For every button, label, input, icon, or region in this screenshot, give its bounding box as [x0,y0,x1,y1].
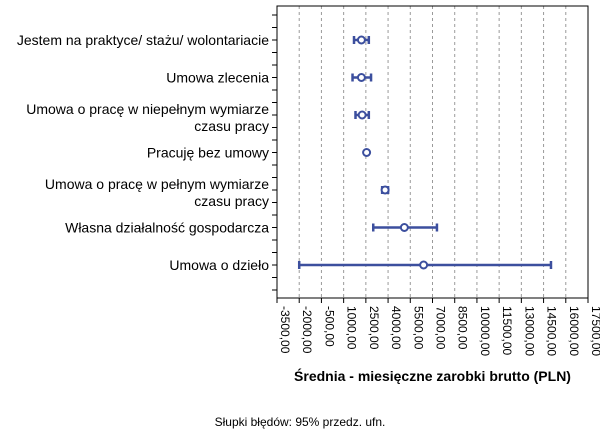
x-tick-label: -500,00 [322,306,336,347]
x-axis-title: Średnia - miesięczne zarobki brutto (PLN… [294,367,571,384]
x-tick-label: 10000,00 [478,306,492,356]
x-tick-label: 11500,00 [500,306,514,355]
error-bars [297,35,553,270]
x-tick-label: 17500,00 [589,306,600,356]
x-tick-label: 2500,00 [367,306,381,350]
mean-marker [362,148,372,157]
x-tick-label: -3500,00 [278,306,292,354]
x-tick-label: 8500,00 [456,306,470,350]
mean-marker [356,35,366,45]
category-label-line: czasu pracy [194,193,269,209]
mean-marker [419,260,429,270]
category-label-line: Umowa o pracę w pełnym wymiarze [45,176,269,192]
x-tick-label: 13000,00 [522,306,536,356]
x-tick-label: 14500,00 [545,306,559,356]
category-label: Umowa zlecenia [166,70,269,86]
grid-lines [298,6,589,298]
x-ticks: -3500,00 -2000,00 -500,00 1000,00 2500,00 400… [276,298,600,356]
x-tick-label: -2000,00 [300,306,314,354]
category-label-line: Umowa zlecenia [166,70,269,86]
x-tick-label: 5500,00 [411,306,425,350]
x-tick-label: 16000,00 [567,306,581,356]
x-tick-label: 1000,00 [345,306,359,350]
footnote: Słupki błędów: 95% przedz. ufn. [214,415,386,429]
category-label-line: Pracuję bez umowy [147,145,269,161]
category-labels: Jestem na praktyce/ stażu/ wolontariacie… [17,32,269,273]
mean-marker [380,185,390,195]
category-label-line: Umowa o pracę w niepełnym wymiarze [26,101,269,117]
mean-marker [356,73,366,82]
category-label: Umowa o pracę w pełnym wymiarze czasu pra… [45,176,269,209]
category-label: Umowa o pracę w niepełnym wymiarze czasu … [26,101,269,134]
category-label: Jestem na praktyce/ stażu/ wolontariacie [17,32,269,48]
y-ticks [272,14,277,291]
category-label-line: Jestem na praktyce/ stażu/ wolontariacie [17,32,269,48]
mean-marker [357,110,367,120]
mean-marker [399,223,409,232]
x-tick-label: 7000,00 [434,306,448,350]
category-label-line: Umowa o dzieło [169,257,269,273]
category-label: Umowa o dzieło [169,257,269,273]
category-label: Pracuję bez umowy [147,145,269,161]
category-label-line: czasu pracy [194,118,269,134]
category-label: Własna działalność gospodarcza [65,220,269,236]
category-label-line: Własna działalność gospodarcza [65,220,269,236]
x-tick-label: 4000,00 [389,306,403,350]
